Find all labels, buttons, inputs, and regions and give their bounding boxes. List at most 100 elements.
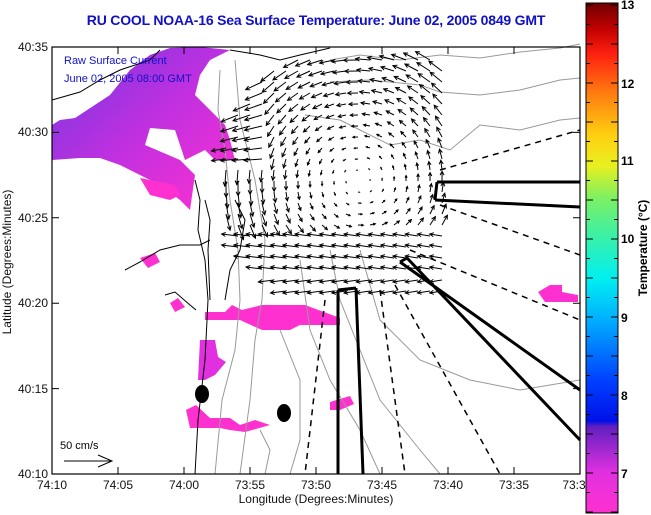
current-vector bbox=[295, 70, 311, 78]
current-vector bbox=[402, 52, 419, 61]
current-vector bbox=[383, 99, 395, 105]
current-vector bbox=[363, 134, 371, 138]
current-vector bbox=[393, 75, 407, 83]
current-vector bbox=[390, 53, 407, 61]
current-vector bbox=[305, 147, 311, 155]
current-vector bbox=[432, 93, 443, 105]
current-vector bbox=[237, 224, 245, 241]
current-vector bbox=[368, 168, 371, 171]
current-vector bbox=[425, 138, 431, 149]
current-vector bbox=[404, 265, 419, 271]
colorbar-tick-label: 9 bbox=[621, 311, 628, 325]
y-axis-label: Latitude (Degrees:Minutes) bbox=[0, 190, 14, 335]
current-vector bbox=[231, 125, 251, 133]
xtick-label: 73:3 bbox=[562, 478, 586, 492]
current-vector bbox=[381, 188, 384, 193]
current-vector bbox=[367, 278, 383, 284]
current-vector bbox=[273, 202, 279, 215]
current-vector bbox=[404, 232, 419, 238]
current-vector bbox=[410, 118, 419, 127]
current-vector bbox=[277, 114, 287, 125]
current-vector bbox=[273, 81, 287, 92]
current-vector bbox=[414, 51, 431, 61]
current-vector bbox=[306, 59, 323, 66]
current-vector bbox=[285, 202, 290, 213]
current-vector bbox=[417, 217, 425, 226]
current-vector bbox=[314, 125, 323, 132]
current-vector bbox=[380, 166, 383, 171]
current-vector bbox=[430, 82, 443, 94]
current-vector bbox=[395, 97, 407, 105]
current-vector bbox=[225, 213, 232, 232]
current-vector bbox=[428, 182, 433, 193]
current-vector bbox=[220, 243, 239, 248]
current-vector bbox=[417, 194, 422, 204]
current-vector bbox=[391, 289, 407, 295]
sst-patch-south bbox=[186, 405, 270, 432]
current-vector bbox=[260, 70, 275, 82]
current-vector bbox=[391, 243, 407, 249]
current-vector bbox=[357, 191, 361, 193]
current-vector bbox=[378, 54, 395, 61]
current-vector bbox=[258, 169, 264, 183]
current-vector bbox=[367, 265, 383, 271]
current-vector bbox=[269, 290, 287, 295]
current-vector bbox=[293, 232, 311, 237]
current-vector bbox=[297, 224, 305, 234]
current-vector bbox=[439, 170, 445, 182]
current-vector bbox=[304, 136, 311, 144]
current-vector bbox=[261, 81, 275, 94]
current-vector bbox=[379, 278, 395, 284]
current-vector bbox=[405, 74, 419, 83]
current-vector bbox=[370, 88, 383, 94]
scale-arrow-icon bbox=[64, 454, 114, 468]
current-vector bbox=[342, 232, 359, 237]
current-vector bbox=[371, 100, 383, 105]
current-vector bbox=[421, 105, 431, 116]
current-vector bbox=[242, 157, 263, 163]
current-vector bbox=[327, 136, 335, 141]
current-vector bbox=[271, 180, 277, 193]
current-vector bbox=[416, 265, 431, 271]
current-vector bbox=[297, 81, 311, 89]
current-vector bbox=[282, 59, 299, 68]
current-vector bbox=[332, 180, 336, 186]
current-vector bbox=[244, 92, 263, 101]
current-vector bbox=[350, 124, 359, 128]
current-vector bbox=[220, 232, 239, 237]
current-vector bbox=[261, 213, 268, 227]
current-vector bbox=[390, 153, 395, 160]
current-vector bbox=[297, 191, 301, 201]
current-vector bbox=[415, 161, 420, 171]
current-vector bbox=[369, 77, 383, 83]
current-vector bbox=[294, 158, 299, 168]
current-vector bbox=[369, 212, 376, 215]
xtick-label: 73:35 bbox=[499, 478, 529, 492]
current-vector bbox=[257, 254, 275, 259]
current-vector bbox=[257, 279, 275, 284]
current-vector bbox=[354, 56, 371, 62]
current-vector bbox=[281, 254, 299, 259]
current-vector bbox=[232, 103, 251, 112]
current-vector bbox=[385, 110, 395, 116]
current-vector bbox=[272, 191, 278, 204]
current-vector bbox=[389, 143, 395, 149]
sst-patch-east bbox=[538, 285, 578, 302]
current-vector bbox=[393, 209, 399, 215]
current-vector bbox=[416, 243, 431, 249]
current-vector bbox=[243, 136, 263, 142]
current-vector bbox=[278, 125, 287, 136]
current-vector bbox=[416, 254, 431, 260]
current-vector bbox=[342, 265, 359, 270]
current-vector bbox=[438, 148, 443, 160]
current-vector bbox=[310, 92, 323, 99]
current-vector bbox=[415, 61, 431, 72]
current-vector bbox=[332, 169, 335, 175]
current-vector bbox=[307, 70, 323, 77]
current-vector bbox=[244, 232, 263, 237]
current-vector bbox=[406, 85, 419, 94]
current-vector bbox=[268, 136, 275, 149]
current-vector bbox=[345, 213, 352, 217]
current-vector bbox=[337, 114, 347, 119]
current-vector bbox=[325, 114, 335, 119]
